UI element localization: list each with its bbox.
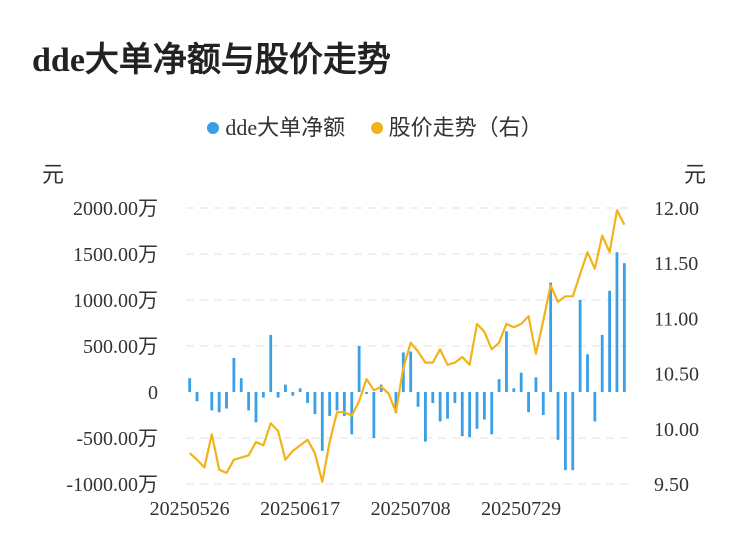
left-tick-label: 2000.00万 <box>73 198 158 220</box>
dde-bar <box>512 388 516 392</box>
dde-bar <box>593 392 597 422</box>
legend: dde大单净额 股价走势（右） <box>0 110 750 142</box>
dde-bar <box>482 392 486 420</box>
x-tick-label: 20250617 <box>260 498 340 520</box>
right-tick-label: 11.00 <box>654 308 698 330</box>
dde-bar <box>247 392 251 411</box>
dde-bar <box>549 282 553 392</box>
legend-dot-dde <box>207 121 220 134</box>
dde-bar <box>578 300 582 392</box>
dde-bar <box>276 392 280 398</box>
dde-bar <box>519 372 523 392</box>
dde-bar <box>490 392 494 435</box>
dde-bar <box>416 392 420 407</box>
dde-bar <box>505 331 508 392</box>
dde-bar <box>460 392 464 437</box>
legend-dot-price <box>370 121 383 134</box>
x-tick-label: 20250729 <box>481 498 561 520</box>
right-tick-label: 11.50 <box>654 253 698 275</box>
dde-bar <box>254 392 258 423</box>
left-tick-label: -500.00万 <box>76 428 158 450</box>
dde-bar <box>217 392 221 413</box>
dde-bar <box>424 392 427 442</box>
left-tick-label: 500.00万 <box>83 336 158 358</box>
dde-bar <box>239 378 243 392</box>
right-tick-label: 10.00 <box>654 419 699 441</box>
dde-bar <box>497 379 501 392</box>
left-tick-label: 1000.00万 <box>73 290 158 312</box>
dde-bar <box>372 392 376 438</box>
dde-bar <box>586 354 589 392</box>
dde-bar <box>210 392 214 411</box>
dde-bar <box>320 392 324 451</box>
dde-bar <box>453 392 457 404</box>
dde-bar <box>615 252 619 392</box>
right-axis-unit: 元 <box>684 162 707 187</box>
dde-bar <box>379 384 383 392</box>
dde-bar <box>188 378 192 392</box>
dde-bar <box>298 388 302 392</box>
dde-bar <box>622 263 626 392</box>
left-tick-label: 0 <box>148 382 158 404</box>
dde-bar <box>365 392 368 394</box>
left-tick-label: -1000.00万 <box>66 474 158 496</box>
legend-item-dde[interactable]: dde大单净额 <box>207 110 345 142</box>
x-tick-label: 20250708 <box>371 498 451 520</box>
dde-bar <box>394 392 398 414</box>
x-tick-label: 20250526 <box>150 498 230 520</box>
dde-bar <box>563 392 567 471</box>
dde-bar <box>571 392 575 471</box>
dde-bar <box>232 357 236 392</box>
dde-bar <box>269 334 273 392</box>
chart-title: dde大单净额与股价走势 <box>32 42 391 79</box>
legend-label-price: 股价走势（右） <box>388 115 543 140</box>
dde-bar <box>357 346 361 392</box>
dde-bar <box>225 392 228 409</box>
dde-bar <box>261 392 265 398</box>
price-line <box>188 209 626 483</box>
dde-bar <box>195 392 199 402</box>
right-tick-label: 9.50 <box>654 474 689 496</box>
dde-bar <box>306 392 309 404</box>
dde-bar <box>284 384 287 392</box>
dde-bar <box>335 392 339 411</box>
dde-bar <box>468 392 472 438</box>
dde-bar <box>342 392 346 416</box>
dde-bar <box>527 392 530 413</box>
dde-bar <box>541 392 545 415</box>
dde-bar <box>475 392 479 429</box>
dde-bar <box>600 334 604 392</box>
dde-bar <box>431 392 435 404</box>
dde-bar <box>409 351 413 392</box>
dde-bar <box>350 392 354 435</box>
left-tick-label: 1500.00万 <box>73 244 158 266</box>
dde-bar <box>556 392 560 440</box>
right-tick-label: 12.00 <box>654 198 699 220</box>
dde-bar <box>438 392 442 422</box>
legend-label-dde: dde大单净额 <box>225 115 346 140</box>
dde-bar <box>446 392 449 419</box>
legend-item-price[interactable]: 股价走势（右） <box>370 110 543 142</box>
dde-bar <box>608 290 611 392</box>
dde-bar <box>328 392 332 416</box>
dde-bar <box>534 377 538 392</box>
dde-bar <box>313 392 317 415</box>
right-tick-label: 10.50 <box>654 364 699 386</box>
left-axis-unit: 元 <box>42 162 65 187</box>
dde-bar <box>291 392 295 396</box>
